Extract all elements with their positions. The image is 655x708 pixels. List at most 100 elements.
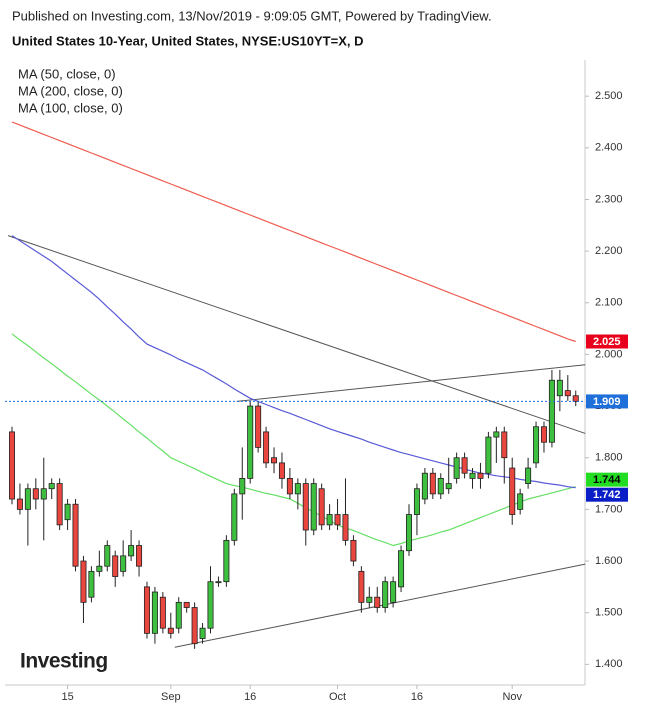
candle-body: [517, 493, 524, 510]
y-tick-label: 2.000: [595, 348, 623, 360]
candle-body: [8, 431, 15, 500]
candle-body: [151, 591, 158, 634]
candle-body: [72, 503, 79, 567]
last-price-badge-box: [586, 394, 628, 409]
candle-body: [421, 472, 428, 500]
ma-price-badge: 1.742: [593, 489, 621, 501]
candle-body: [286, 477, 293, 495]
candle-body: [572, 395, 579, 402]
candle-body: [191, 607, 198, 645]
candle-body: [24, 488, 31, 510]
last-price-badge: 1.909: [593, 396, 621, 408]
candle-body: [143, 586, 150, 634]
y-tick-label: 1.800: [595, 452, 623, 464]
x-tick-label: 15: [61, 691, 73, 703]
candle-body: [429, 472, 436, 495]
legend-entry: MA (50, close, 0): [18, 66, 116, 81]
x-tick-label: 16: [411, 691, 423, 703]
candle-body: [294, 483, 301, 495]
candle-body: [342, 514, 349, 541]
candle-body: [493, 431, 500, 438]
candle-body: [207, 581, 214, 629]
y-tick-label: 2.200: [595, 245, 623, 257]
ma-price-badge-box: [586, 334, 628, 349]
candle-body: [247, 405, 254, 479]
y-tick-label: 1.400: [595, 658, 623, 670]
candle-body: [56, 483, 63, 526]
candle-body: [128, 545, 135, 557]
candle-body: [564, 390, 571, 397]
x-tick-label: Nov: [502, 691, 522, 703]
candle-body: [88, 570, 95, 598]
candle-body: [525, 467, 532, 484]
candle-body: [223, 539, 230, 583]
candle-body: [80, 560, 87, 603]
moving-average-line: [11, 121, 576, 343]
ma-price-badge-box: [586, 472, 628, 487]
candle-body: [32, 488, 39, 500]
candle-body: [310, 483, 317, 531]
candle-body: [358, 570, 365, 603]
candle-body: [350, 539, 357, 562]
candle-body: [437, 477, 444, 495]
candle-body: [302, 483, 309, 531]
candle-body: [136, 545, 143, 567]
candle-body: [548, 379, 555, 443]
y-tick-label: 1.700: [595, 503, 623, 515]
candle-body: [334, 514, 341, 526]
x-tick-label: Sep: [161, 691, 181, 703]
candle-body: [175, 601, 182, 629]
candle-body: [374, 596, 381, 608]
candle-body: [477, 472, 484, 479]
trendline: [7, 235, 586, 434]
candle-body: [263, 431, 270, 464]
candle-body: [405, 514, 412, 552]
candle-body: [215, 581, 222, 584]
candle-body: [390, 581, 397, 603]
candle-body: [556, 379, 563, 397]
legend-entry: MA (100, close, 0): [18, 100, 123, 115]
candle-body: [398, 550, 405, 588]
candle-body: [48, 483, 55, 490]
y-tick-label: 1.500: [595, 607, 623, 619]
moving-average-line: [11, 333, 576, 547]
candle-body: [255, 405, 262, 448]
candle-body: [64, 503, 71, 521]
candle-body: [271, 457, 278, 464]
candle-body: [183, 601, 190, 608]
trendline: [236, 364, 586, 402]
candle-body: [159, 596, 166, 629]
y-tick-label: 2.500: [595, 90, 623, 102]
legend-entry: MA (200, close, 0): [18, 83, 123, 98]
candle-body: [167, 627, 174, 634]
candle-body: [540, 426, 547, 443]
candle-body: [469, 472, 476, 479]
candle-body: [326, 514, 333, 526]
candle-body: [366, 596, 373, 603]
y-tick-label: 1.600: [595, 555, 623, 567]
candle-body: [501, 431, 508, 459]
candle-body: [40, 488, 47, 500]
candle-body: [485, 436, 492, 474]
candle-body: [96, 565, 103, 572]
candle-body: [112, 555, 119, 577]
ma-price-badge: 2.025: [593, 336, 621, 348]
candle-body: [318, 488, 325, 526]
y-tick-label: 2.400: [595, 142, 623, 154]
logo: Investing: [20, 650, 108, 673]
candle-body: [239, 477, 246, 495]
candle-body: [199, 627, 206, 639]
candle-body: [120, 555, 127, 572]
candle-body: [382, 581, 389, 608]
candle-body: [509, 467, 516, 515]
candle-body: [104, 545, 111, 567]
x-tick-label: 16: [244, 691, 256, 703]
candle-body: [533, 426, 540, 464]
ma-price-badge-box: [586, 487, 628, 502]
candle-body: [16, 498, 23, 510]
y-tick-label: 2.300: [595, 193, 623, 205]
candle-body: [445, 483, 452, 490]
candle-body: [231, 493, 238, 541]
